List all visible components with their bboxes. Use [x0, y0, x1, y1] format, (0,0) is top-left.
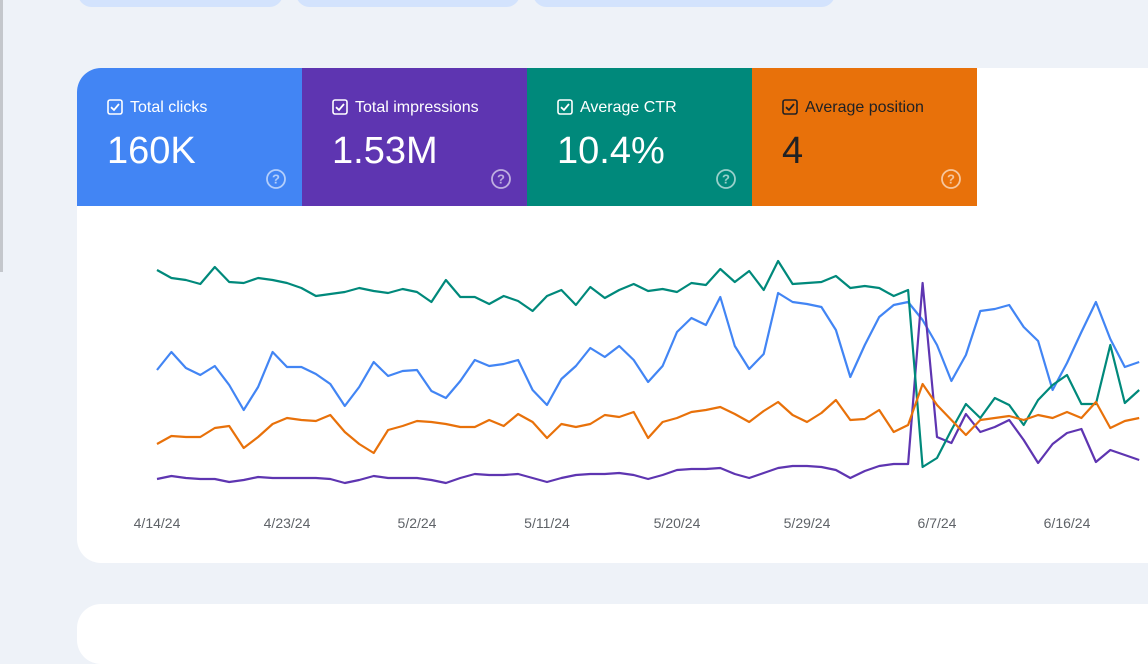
metric-tile[interactable]: ? Total impressions 1.53M: [302, 68, 527, 206]
legend-label: Total impressions: [355, 99, 479, 116]
legend-label: Average CTR: [580, 99, 677, 116]
metric-total: 160K: [107, 130, 196, 172]
x-tick-label: 6/7/24: [918, 515, 957, 531]
filter-chip[interactable]: [296, 0, 520, 7]
x-tick-label: 4/14/24: [134, 515, 181, 531]
checkbox[interactable]: [107, 99, 123, 115]
legend-label: Average position: [805, 99, 924, 116]
help-icon[interactable]: ?: [715, 168, 737, 190]
svg-text:?: ?: [497, 172, 505, 187]
svg-text:?: ?: [947, 172, 955, 187]
checkbox[interactable]: [782, 99, 798, 115]
checkbox[interactable]: [557, 99, 573, 115]
x-tick-label: 6/16/24: [1044, 515, 1091, 531]
metric-total: 4: [782, 130, 804, 172]
scrollbar: [0, 0, 3, 272]
help-icon[interactable]: ?: [940, 168, 962, 190]
x-tick-label: 4/23/24: [264, 515, 311, 531]
x-tick-label: 5/2/24: [398, 515, 437, 531]
series-line: [156, 382, 1140, 455]
legend-label: Total clicks: [130, 99, 208, 116]
svg-text:?: ?: [722, 172, 730, 187]
performance-card: ? Total clicks 160K? Total impressions 1.53M…: [77, 68, 1148, 563]
help-icon[interactable]: ?: [265, 168, 287, 190]
filter-chip[interactable]: [78, 0, 283, 7]
metric-total: 1.53M: [332, 130, 438, 172]
checkbox[interactable]: [332, 99, 348, 115]
svg-text:?: ?: [272, 172, 280, 187]
metric-tile[interactable]: ? Total clicks 160K: [77, 68, 302, 206]
help-icon[interactable]: ?: [490, 168, 512, 190]
metric-tile[interactable]: ? Average CTR 10.4%: [527, 68, 752, 206]
metric-tile[interactable]: ? Average position 4: [752, 68, 977, 206]
series-line: [156, 259, 1140, 469]
filter-chip[interactable]: [533, 0, 835, 7]
x-tick-label: 5/11/24: [524, 515, 570, 531]
x-tick-label: 5/20/24: [654, 515, 701, 531]
metric-total: 10.4%: [557, 130, 665, 172]
series-line: [156, 291, 1140, 412]
x-tick-label: 5/29/24: [784, 515, 831, 531]
chart: 4/14/24 4/23/24 5/2/24 5/11/24 5/20/24 5/29/2…: [134, 259, 1140, 531]
